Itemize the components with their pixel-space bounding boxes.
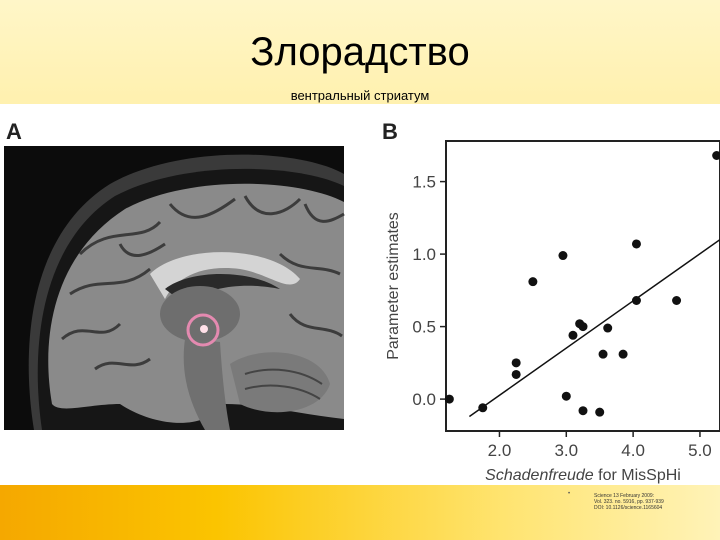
scatter-plot: 0.0 0.5 1.0 1.5 2.0 3.0 4.0 5.0 Parameter esti… (385, 140, 720, 484)
x-tick-label: 4.0 (621, 441, 645, 460)
slide-title: Злорадство (250, 30, 470, 74)
citation-line-1: Science 13 February 2009: (594, 493, 655, 499)
figure-svg: A (4, 119, 720, 484)
panel-a-label: A (6, 119, 22, 144)
data-point (672, 296, 682, 305)
citation-line-3: DOI: 10.1126/science.1165604 (594, 505, 663, 511)
x-tick-label: 3.0 (554, 441, 578, 460)
citation-bullet: • (568, 491, 571, 497)
data-point (578, 322, 588, 332)
data-point (631, 239, 641, 249)
y-tick-label: 1.0 (412, 245, 436, 264)
data-point (558, 251, 568, 261)
data-point (712, 151, 720, 160)
data-point (511, 369, 521, 379)
data-point (568, 330, 578, 340)
plot-frame (445, 140, 720, 432)
data-point (631, 296, 641, 305)
data-point (478, 403, 488, 413)
data-point (561, 391, 571, 401)
data-point (578, 406, 588, 416)
data-point (618, 349, 628, 359)
brain-mri-image (4, 146, 345, 431)
y-tick-label: 0.5 (412, 318, 436, 337)
panel-b-label: B (382, 119, 398, 144)
regression-line (468, 238, 720, 418)
x-tick-label: 2.0 (488, 441, 512, 460)
x-tick-label: 5.0 (688, 441, 712, 460)
y-axis-label: Parameter estimates (385, 212, 402, 360)
data-point (595, 407, 605, 417)
data-point (511, 358, 521, 368)
data-point (603, 323, 613, 333)
roi-marker (186, 313, 220, 347)
x-axis-label-italic: Schadenfreude (485, 467, 594, 484)
y-tick-label: 0.0 (412, 390, 436, 409)
x-axis-label: Schadenfreude for MisSpHi (485, 467, 681, 484)
citation: Science 13 February 2009: Vol. 323. no. … (594, 493, 664, 511)
footer-band (0, 485, 720, 540)
y-tick-label: 1.5 (412, 173, 436, 192)
data-point (598, 349, 608, 359)
data-point (444, 394, 454, 404)
slide-subtitle: вентральный стриатум (290, 88, 430, 103)
citation-line-2: Vol. 323. no. 5916, pp. 937-939 (594, 499, 664, 505)
data-point (528, 277, 538, 287)
x-axis-label-rest: for MisSpHi (594, 467, 681, 484)
figure-panel: A (0, 104, 720, 485)
